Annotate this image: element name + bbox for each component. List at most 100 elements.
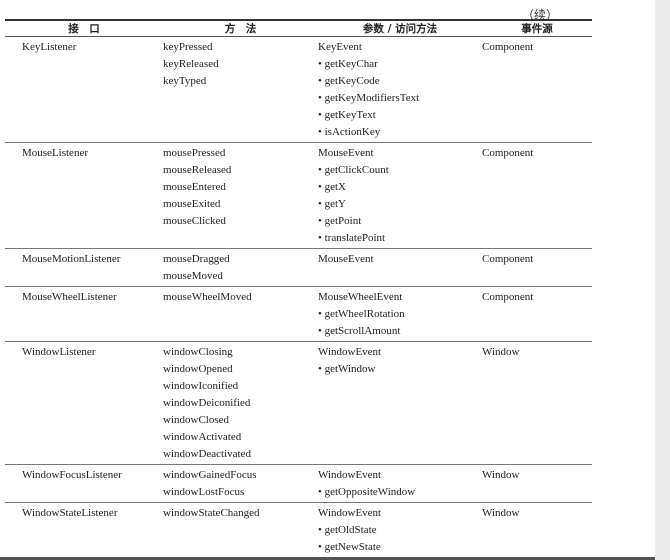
source-cell: Component [482, 37, 592, 143]
header-params: 参数 / 访问方法 [362, 23, 438, 35]
params-cell-line: • getPoint [318, 215, 362, 227]
table-row: WindowFocusListener windowGainedFocus wind… [5, 465, 592, 503]
method-cell-line: mouseClicked [163, 215, 226, 227]
method-cell-line: keyTyped [163, 75, 207, 87]
continued-label: （续） [522, 8, 559, 22]
params-cell-line: • getNewState [318, 541, 381, 553]
table-row: WindowListener windowClosing windowOpened w… [5, 342, 592, 465]
interface-cell: WindowStateListener [5, 503, 163, 559]
source-cell-line: Window [482, 469, 520, 481]
table-row: MouseWheelListener mouseWheelMoved MouseWh… [5, 287, 592, 342]
table-row: WindowStateListener windowStateChanged Win… [5, 503, 592, 559]
interface-cell-line: MouseWheelListener [22, 291, 117, 303]
source-cell: Component [482, 143, 592, 249]
params-cell-line: • getKeyChar [318, 58, 378, 70]
table-row: MouseListener mousePressed mouseReleased mo… [5, 143, 592, 249]
header-method: 方 法 [224, 23, 257, 35]
params-cell-line: KeyEvent [318, 41, 362, 53]
table-row: MouseMotionListener mouseDragged mouseMove… [5, 249, 592, 287]
params-cell-line: • getX [318, 181, 346, 193]
params-cell-line: • translatePoint [318, 232, 386, 244]
source-cell-line: Component [482, 147, 534, 159]
source-cell-line: Window [482, 346, 520, 358]
params-cell: WindowEvent • getOppositeWindow [318, 465, 482, 503]
params-cell: KeyEvent • getKeyChar • getKeyCode • getKey… [318, 37, 482, 143]
params-cell-line: • getKeyText [318, 109, 376, 121]
method-cell-line: mouseExited [163, 198, 221, 210]
method-cell-line: windowLostFocus [163, 486, 245, 498]
interface-cell: MouseWheelListener [5, 287, 163, 342]
method-cell-line: mousePressed [163, 147, 226, 159]
params-cell-line: • getClickCount [318, 164, 389, 176]
method-cell: windowStateChanged [163, 503, 318, 559]
method-cell-line: windowClosing [163, 346, 233, 358]
params-cell-line: • getWheelRotation [318, 308, 405, 320]
method-cell-line: mouseMoved [163, 270, 223, 282]
params-cell: MouseEvent • getClickCount • getX • getY • g… [318, 143, 482, 249]
params-cell-line: MouseWheelEvent [318, 291, 403, 303]
interface-cell: MouseMotionListener [5, 249, 163, 287]
params-cell-line: • getOldState [318, 524, 377, 536]
interface-cell: WindowFocusListener [5, 465, 163, 503]
interface-cell-line: MouseMotionListener [22, 253, 121, 265]
params-cell: MouseWheelEvent • getWheelRotation • getSc… [318, 287, 482, 342]
source-cell: Window [482, 342, 592, 465]
source-cell: Window [482, 503, 592, 559]
method-cell: windowClosing windowOpened windowIconified… [163, 342, 318, 465]
source-cell-line: Component [482, 41, 534, 53]
interface-cell-line: WindowStateListener [22, 507, 118, 519]
header-source: 事件源 [521, 23, 553, 35]
source-cell: Component [482, 287, 592, 342]
method-cell: mouseWheelMoved [163, 287, 318, 342]
interface-cell-line: MouseListener [22, 147, 88, 159]
interface-cell-line: KeyListener [22, 41, 77, 53]
interface-cell: MouseListener [5, 143, 163, 249]
params-cell-line: MouseEvent [318, 147, 374, 159]
method-cell-line: windowGainedFocus [163, 469, 257, 481]
interface-cell-line: WindowFocusListener [22, 469, 122, 481]
method-cell: mouseDragged mouseMoved [163, 249, 318, 287]
method-cell-line: keyReleased [163, 58, 219, 70]
interface-cell: KeyListener [5, 37, 163, 143]
method-cell: windowGainedFocus windowLostFocus [163, 465, 318, 503]
source-cell: Window [482, 465, 592, 503]
params-cell-line: • getKeyCode [318, 75, 380, 87]
params-cell-line: • isActionKey [318, 126, 381, 138]
header-interface: 接 口 [68, 23, 100, 35]
method-cell: keyPressed keyReleased keyTyped [163, 37, 318, 143]
params-cell-line: • getY [318, 198, 346, 210]
method-cell: mousePressed mouseReleased mouseEntered mou… [163, 143, 318, 249]
params-cell-line: WindowEvent [318, 346, 382, 358]
table-row: KeyListener keyPressed keyReleased keyTyped… [5, 37, 592, 143]
event-listener-table: 接 口 方 法 参数 / 访问方法 事件源 KeyListener keyPres… [5, 19, 592, 560]
method-cell-line: windowIconified [163, 380, 239, 392]
method-cell-line: mouseWheelMoved [163, 291, 252, 303]
bottom-border [0, 557, 655, 560]
params-cell: MouseEvent [318, 249, 482, 287]
params-cell-line: • getScrollAmount [318, 325, 401, 337]
method-cell-line: windowClosed [163, 414, 229, 426]
params-cell-line: WindowEvent [318, 507, 382, 519]
params-cell-line: • getOppositeWindow [318, 486, 416, 498]
source-cell: Component [482, 249, 592, 287]
params-cell-line: WindowEvent [318, 469, 382, 481]
method-cell-line: windowDeiconified [163, 397, 251, 409]
params-cell-line: MouseEvent [318, 253, 374, 265]
source-cell-line: Component [482, 253, 534, 265]
source-cell-line: Window [482, 507, 520, 519]
method-cell-line: mouseEntered [163, 181, 226, 193]
source-cell-line: Component [482, 291, 534, 303]
method-cell-line: mouseReleased [163, 164, 232, 176]
interface-cell-line: WindowListener [22, 346, 96, 358]
page-margin-strip [655, 0, 670, 560]
method-cell-line: windowDeactivated [163, 448, 251, 460]
params-cell: WindowEvent • getWindow [318, 342, 482, 465]
method-cell-line: keyPressed [163, 41, 213, 53]
params-cell-line: • getKeyModifiersText [318, 92, 420, 104]
method-cell-line: windowOpened [163, 363, 233, 375]
params-cell: WindowEvent • getOldState • getNewState [318, 503, 482, 559]
params-cell-line: • getWindow [318, 363, 376, 375]
method-cell-line: windowActivated [163, 431, 242, 443]
table-header-row: 接 口 方 法 参数 / 访问方法 事件源 [5, 20, 592, 37]
method-cell-line: windowStateChanged [163, 507, 260, 519]
